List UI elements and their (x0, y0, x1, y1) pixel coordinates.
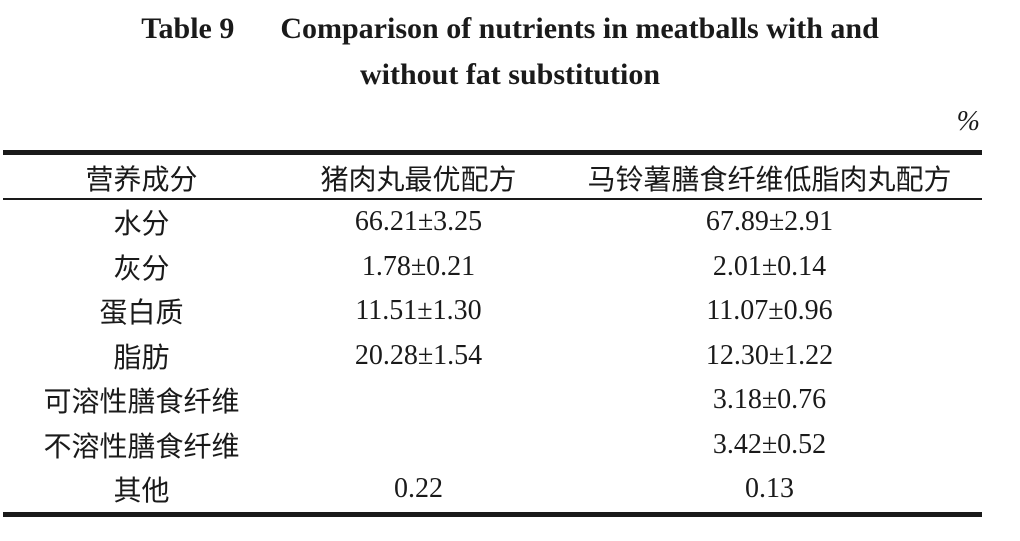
table-title-line1: Comparison of nutrients in meatballs wit… (280, 12, 879, 45)
table-caption: Table 9 Comparison of nutrients in meatba… (0, 6, 1020, 52)
row-label: 其他 (113, 476, 170, 508)
cell-value: 67.89±2.91 (705, 206, 834, 238)
cell-value: 12.30±1.22 (705, 339, 834, 371)
table-title-line2: without fat substitution (359, 58, 661, 91)
cell-value: 11.07±0.96 (706, 295, 833, 327)
column-header-nutrient: 营养成分 (85, 164, 198, 196)
cell-value (280, 423, 557, 468)
row-label: 不溶性膳食纤维 (43, 431, 240, 463)
table-number: Table 9 (141, 12, 235, 45)
cell-value: 20.28±1.54 (354, 339, 483, 371)
cell-value: 3.42±0.52 (712, 428, 827, 460)
table-row: 不溶性膳食纤维 3.42±0.52 (3, 423, 982, 468)
row-label: 可溶性膳食纤维 (43, 387, 240, 419)
row-label: 蛋白质 (99, 298, 184, 330)
nutrient-table: 营养成分 猪肉丸最优配方 马铃薯膳食纤维低脂肉丸配方 水分 66.21±3.25… (3, 155, 982, 512)
header-rule (3, 198, 982, 200)
cell-value: 66.21±3.25 (354, 206, 483, 238)
table-header-row: 营养成分 猪肉丸最优配方 马铃薯膳食纤维低脂肉丸配方 (3, 155, 982, 200)
row-label: 脂肪 (113, 342, 170, 374)
cell-value: 0.22 (394, 473, 443, 505)
bottom-rule (3, 512, 982, 517)
row-label: 灰分 (113, 253, 170, 285)
cell-value: 3.18±0.76 (712, 384, 827, 416)
table-row: 脂肪 20.28±1.54 12.30±1.22 (3, 334, 982, 379)
cell-value: 2.01±0.14 (712, 250, 827, 282)
table-row: 可溶性膳食纤维 3.18±0.76 (3, 378, 982, 423)
cell-value: 0.13 (745, 473, 794, 505)
row-label: 水分 (113, 209, 170, 241)
table-row: 灰分 1.78±0.21 2.01±0.14 (3, 245, 982, 290)
cell-value: 11.51±1.30 (355, 295, 482, 327)
cell-value (280, 378, 557, 423)
table-row: 水分 66.21±3.25 67.89±2.91 (3, 200, 982, 245)
column-header-low-fat-meatball: 马铃薯膳食纤维低脂肉丸配方 (587, 164, 952, 196)
cell-value: 1.78±0.21 (361, 250, 476, 282)
table-caption-continued: without fat substitution (0, 52, 1020, 98)
unit-label: % (956, 106, 980, 137)
top-rule (3, 150, 982, 155)
table-row: 其他 0.22 0.13 (3, 467, 982, 512)
column-header-optimal-pork-meatball: 猪肉丸最优配方 (320, 164, 517, 196)
table-row: 蛋白质 11.51±1.30 11.07±0.96 (3, 289, 982, 334)
